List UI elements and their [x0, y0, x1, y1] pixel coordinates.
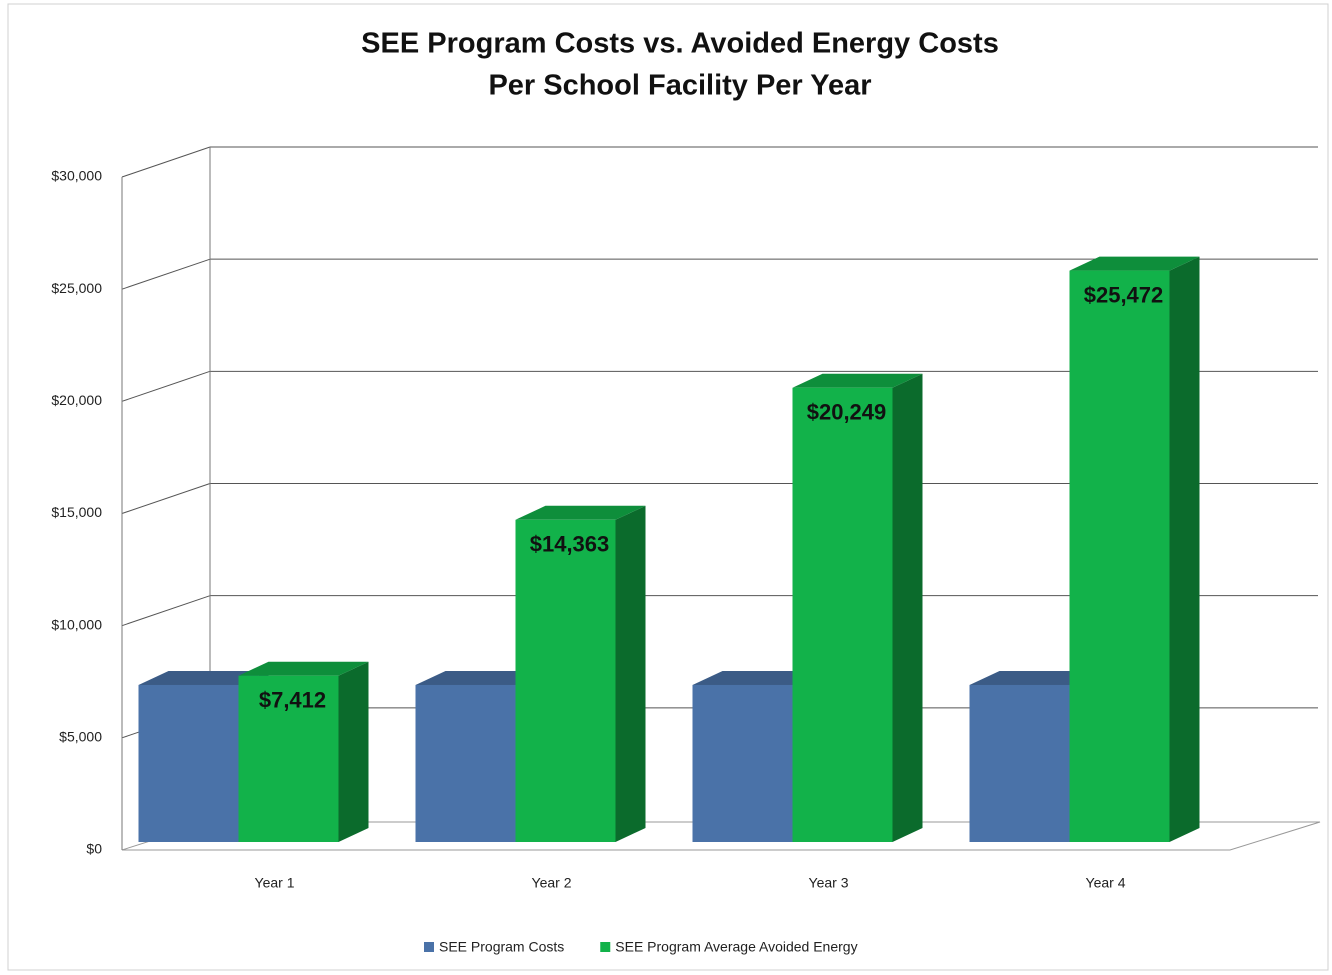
x-tick-label: Year 3	[809, 875, 849, 891]
x-tick-label: Year 4	[1086, 875, 1126, 891]
legend-label: SEE Program Costs	[439, 939, 564, 955]
bar-top	[138, 670, 269, 685]
bar-side	[615, 505, 646, 842]
y-tick-label: $0	[86, 841, 102, 857]
data-label: $25,472	[1084, 282, 1164, 307]
y-tick-label: $5,000	[59, 729, 102, 745]
bar-top	[792, 373, 923, 388]
grid-line	[121, 595, 211, 627]
grid-line	[121, 258, 211, 290]
x-tick-label: Year 1	[255, 875, 295, 891]
bar	[138, 684, 239, 842]
bar-top	[515, 505, 646, 520]
bar-top	[415, 670, 546, 685]
bar	[515, 519, 616, 842]
chart-title: Per School Facility Per Year	[488, 70, 871, 102]
bar-top	[692, 670, 823, 685]
bar-side	[1169, 256, 1200, 842]
bar-top	[969, 670, 1100, 685]
y-tick-label: $10,000	[51, 616, 102, 632]
y-tick-label: $15,000	[51, 504, 102, 520]
y-tick-label: $20,000	[51, 392, 102, 408]
data-label: $14,363	[530, 532, 610, 557]
legend-swatch	[600, 942, 611, 952]
bar-top	[1069, 256, 1200, 271]
bar	[692, 684, 793, 842]
bar	[969, 684, 1070, 842]
bar	[238, 675, 339, 842]
chart-title: SEE Program Costs vs. Avoided Energy Cos…	[361, 28, 999, 60]
bar-side	[892, 373, 923, 842]
bar	[1069, 270, 1170, 842]
legend-label: SEE Program Average Avoided Energy	[615, 939, 857, 955]
bar-side	[338, 661, 369, 842]
grid-line	[121, 483, 211, 514]
y-tick-label: $30,000	[51, 168, 102, 184]
grid-line	[121, 146, 211, 178]
bar	[415, 684, 516, 842]
bar-top	[238, 661, 369, 676]
data-label: $20,249	[807, 400, 887, 425]
x-tick-label: Year 2	[532, 875, 572, 891]
grid-line	[121, 370, 211, 402]
y-tick-label: $25,000	[51, 280, 102, 296]
data-label: $7,412	[259, 688, 326, 713]
legend-swatch	[424, 942, 434, 952]
bar	[792, 387, 893, 842]
